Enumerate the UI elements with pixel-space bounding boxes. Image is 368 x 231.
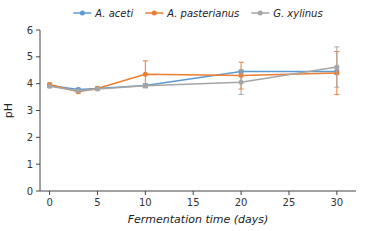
- y-tick-label: 6: [27, 25, 33, 36]
- x-tick-label: 0: [46, 197, 52, 208]
- y-tick-label: 3: [27, 105, 33, 116]
- x-tick-label: 25: [283, 197, 296, 208]
- point: [95, 86, 100, 91]
- point: [76, 88, 81, 93]
- x-tick: [97, 191, 98, 195]
- y-tick-label: 5: [27, 51, 33, 62]
- legend-label: G. xylinus: [273, 8, 322, 19]
- error-bar: [143, 84, 148, 88]
- point: [76, 89, 81, 94]
- point: [143, 72, 148, 77]
- error-bar: [334, 47, 339, 87]
- series: [47, 47, 339, 94]
- legend-item: G. xylinus: [251, 8, 322, 19]
- y-tick-label: 1: [27, 159, 33, 170]
- y-tick-label: 4: [27, 78, 33, 89]
- error-bar: [143, 61, 148, 88]
- x-tick: [241, 191, 242, 195]
- x-tick: [288, 191, 289, 195]
- error-bar: [239, 70, 244, 94]
- legend-marker: [80, 11, 85, 16]
- legend-marker: [152, 11, 157, 16]
- plot-area: [47, 47, 339, 94]
- legend: A. aceti A. pasterianus G. xylinus: [73, 8, 322, 19]
- legend-marker: [258, 11, 263, 16]
- y-tick: [36, 83, 40, 84]
- chart: 0 5 10 15 20 25 30 0 1 2 3 4 5 6 Fermentation time (da…: [0, 0, 368, 231]
- x-axis: [40, 191, 356, 192]
- point: [143, 83, 148, 88]
- series: [47, 51, 339, 94]
- legend-item: A. aceti: [73, 8, 133, 19]
- series: [47, 69, 339, 92]
- x-tick-label: 5: [94, 197, 100, 208]
- x-tick: [145, 191, 146, 195]
- y-tick-label: 2: [27, 132, 33, 143]
- point: [334, 65, 339, 70]
- x-tick-label: 10: [139, 197, 152, 208]
- legend-item: A. pasterianus: [145, 8, 239, 19]
- x-axis-label: Fermentation time (days): [128, 213, 269, 226]
- x-tick-label: 15: [187, 197, 200, 208]
- point: [239, 80, 244, 85]
- x-tick-label: 30: [330, 197, 343, 208]
- error-bar: [143, 84, 148, 88]
- y-tick: [36, 30, 40, 31]
- x-tick-label: 20: [235, 197, 248, 208]
- point: [143, 83, 148, 88]
- y-tick-label: 0: [27, 186, 33, 197]
- y-axis-label: pH: [2, 103, 15, 118]
- legend-label: A. aceti: [94, 8, 133, 19]
- point: [95, 86, 100, 91]
- legend-label: A. pasterianus: [166, 8, 239, 19]
- x-tick: [49, 191, 50, 195]
- series-line: [50, 67, 337, 91]
- point: [47, 84, 52, 89]
- x-tick: [336, 191, 337, 195]
- y-tick: [36, 110, 40, 111]
- y-tick: [36, 56, 40, 57]
- y-tick: [36, 164, 40, 165]
- y-tick: [36, 191, 40, 192]
- y-tick: [36, 137, 40, 138]
- point: [95, 87, 100, 92]
- x-tick: [193, 191, 194, 195]
